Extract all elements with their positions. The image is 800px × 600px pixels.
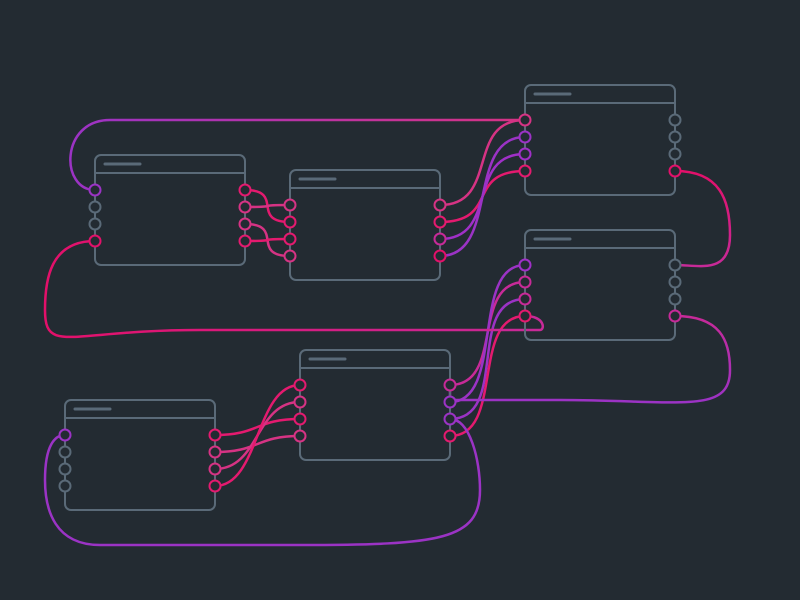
port-icon (670, 132, 681, 143)
port-icon (445, 431, 456, 442)
port-icon (90, 219, 101, 230)
port-icon (520, 311, 531, 322)
port-icon (520, 149, 531, 160)
port-icon (240, 202, 251, 213)
port-icon (670, 115, 681, 126)
port-icon (445, 414, 456, 425)
port-icon (670, 166, 681, 177)
port-icon (435, 200, 446, 211)
port-icon (60, 447, 71, 458)
port-icon (520, 260, 531, 271)
port-icon (60, 464, 71, 475)
port-icon (210, 464, 221, 475)
port-icon (60, 430, 71, 441)
port-icon (520, 277, 531, 288)
network-diagram (0, 0, 800, 600)
port-icon (90, 185, 101, 196)
port-icon (90, 202, 101, 213)
port-icon (240, 219, 251, 230)
port-icon (670, 260, 681, 271)
port-icon (285, 234, 296, 245)
port-icon (285, 217, 296, 228)
port-icon (295, 431, 306, 442)
port-icon (295, 397, 306, 408)
port-icon (435, 234, 446, 245)
port-icon (670, 277, 681, 288)
port-icon (295, 414, 306, 425)
port-icon (520, 115, 531, 126)
port-icon (435, 217, 446, 228)
port-icon (670, 311, 681, 322)
port-icon (670, 294, 681, 305)
port-icon (295, 380, 306, 391)
port-icon (210, 447, 221, 458)
port-icon (445, 397, 456, 408)
port-icon (210, 430, 221, 441)
port-icon (520, 166, 531, 177)
port-icon (285, 200, 296, 211)
port-icon (670, 149, 681, 160)
port-icon (435, 251, 446, 262)
port-icon (445, 380, 456, 391)
port-icon (90, 236, 101, 247)
port-icon (240, 236, 251, 247)
port-icon (520, 132, 531, 143)
port-icon (520, 294, 531, 305)
port-icon (240, 185, 251, 196)
port-icon (210, 481, 221, 492)
port-icon (60, 481, 71, 492)
port-icon (285, 251, 296, 262)
